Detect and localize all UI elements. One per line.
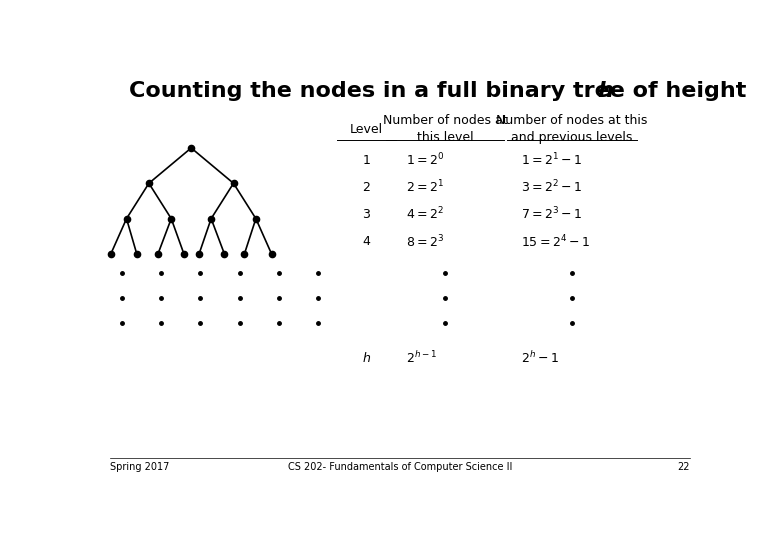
Text: $4 = 2^2$: $4 = 2^2$ [406,206,444,223]
Text: $2^h - 1$: $2^h - 1$ [521,350,558,366]
Text: 1: 1 [363,154,370,167]
Text: 4: 4 [363,235,370,248]
Text: 2: 2 [363,181,370,194]
Text: $2 = 2^1$: $2 = 2^1$ [406,179,444,196]
Text: $h$: $h$ [362,351,371,365]
Text: $2^{h-1}$: $2^{h-1}$ [406,350,437,366]
Text: Number of nodes at
this level: Number of nodes at this level [383,114,508,144]
Text: h: h [597,80,613,100]
Text: $1 = 2^0$: $1 = 2^0$ [406,152,444,168]
Text: Spring 2017: Spring 2017 [109,462,169,472]
Text: $3 = 2^2 - 1$: $3 = 2^2 - 1$ [521,179,582,196]
Text: Number of nodes at this
and previous levels: Number of nodes at this and previous lev… [496,114,647,144]
Text: 3: 3 [363,208,370,221]
Text: $8 = 2^3$: $8 = 2^3$ [406,233,444,250]
Text: 22: 22 [677,462,690,472]
Text: Counting the nodes in a full binary tree of height: Counting the nodes in a full binary tree… [129,80,754,100]
Text: $7 = 2^3 - 1$: $7 = 2^3 - 1$ [521,206,582,223]
Text: Level: Level [350,123,383,136]
Text: $1 = 2^1 - 1$: $1 = 2^1 - 1$ [521,152,582,168]
Text: $15 = 2^4 - 1$: $15 = 2^4 - 1$ [521,233,590,250]
Text: CS 202- Fundamentals of Computer Science II: CS 202- Fundamentals of Computer Science… [288,462,512,472]
